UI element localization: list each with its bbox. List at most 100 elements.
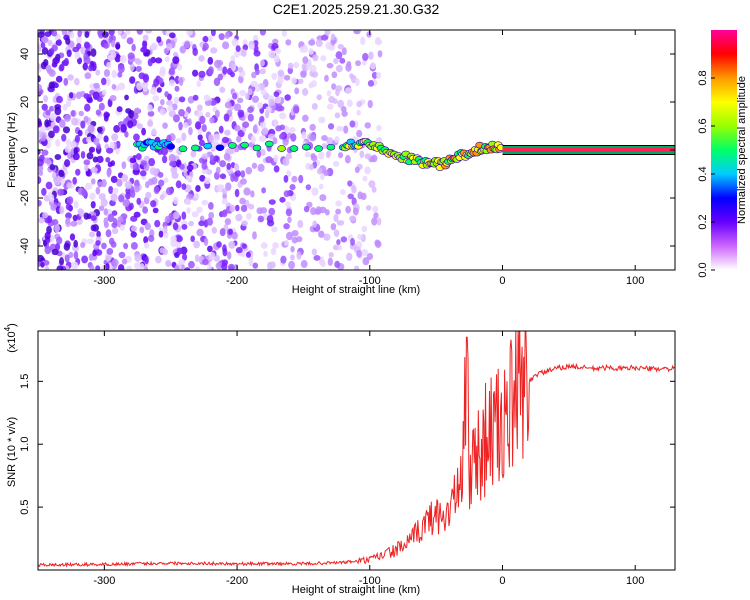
spectrogram-cell	[45, 109, 51, 116]
spectrogram-cell	[284, 94, 291, 101]
spectrogram-cell	[268, 49, 276, 59]
spectrogram-cell	[173, 96, 180, 104]
spectrogram-cell	[326, 62, 334, 69]
spectrogram-cell	[373, 212, 379, 219]
spectrogram-cell	[252, 124, 258, 134]
spectrogram-cell	[172, 196, 179, 205]
spectrogram-cell	[181, 211, 187, 220]
spectrogram-cell	[368, 180, 376, 188]
spectrogram-cell	[130, 225, 138, 232]
spectrogram-cell	[178, 258, 186, 266]
spectrogram-cell	[47, 39, 53, 46]
spectrogram-cell	[111, 70, 118, 79]
spectrogram-cell	[366, 31, 372, 38]
spectrogram-cell	[305, 162, 311, 170]
spectrogram-cell	[190, 235, 195, 243]
spectrogram-cell	[259, 135, 267, 142]
spectrogram-cell	[52, 56, 60, 65]
spectrogram-cell	[88, 64, 94, 72]
spectrogram-cell	[376, 125, 382, 132]
spectrogram-cell	[77, 208, 84, 214]
spectrogram-cell	[309, 123, 316, 131]
spectrogram-cell	[190, 149, 197, 158]
spectrogram-cell	[186, 207, 191, 214]
spectrogram-cell	[219, 86, 226, 93]
spectrogram-cell	[316, 167, 323, 175]
spectrogram-cell	[111, 227, 119, 235]
spectrogram-cell	[364, 153, 372, 160]
spectrogram-cell	[302, 44, 308, 53]
spectrogram-cell	[108, 30, 115, 36]
spectrogram-cell	[92, 249, 97, 257]
spectrogram-cell	[216, 241, 222, 248]
spectrogram-cell	[107, 213, 115, 223]
spectrogram-cell	[165, 259, 172, 267]
spectrogram-cell	[256, 207, 264, 215]
spectrogram-cell	[147, 234, 155, 242]
spectrogram-cell	[40, 61, 48, 70]
spectrogram-cell	[178, 77, 184, 86]
spectrogram-cell	[176, 247, 184, 255]
spectrogram-cell	[76, 36, 82, 45]
spectrogram-cell	[193, 240, 201, 249]
spectrogram-cell	[153, 185, 160, 195]
spectrogram-cell	[169, 161, 177, 167]
spectrogram-cell	[285, 39, 292, 46]
spectrogram-cell	[54, 106, 62, 116]
spectrogram-cell	[216, 184, 223, 192]
spectrogram-cell	[217, 73, 224, 81]
spectrogram-cell	[129, 157, 137, 164]
spectrogram-cell	[331, 83, 337, 90]
spectrogram-cell	[345, 63, 352, 72]
spectrogram-cell	[245, 212, 252, 220]
spectrogram-cell	[192, 47, 198, 57]
spectrogram-cell	[70, 110, 76, 117]
spectrogram-cell	[279, 124, 286, 131]
spectrogram-cell	[248, 257, 254, 267]
spectrogram-cell	[263, 250, 268, 258]
spectrogram-cell	[145, 30, 153, 34]
spectrogram-cell	[250, 135, 256, 144]
spectrogram-cell	[55, 75, 63, 83]
spectrogram-cell	[47, 215, 53, 224]
spectrogram-cell	[133, 112, 139, 120]
spectrogram-cell	[354, 166, 360, 174]
snr-xtick-label: -300	[93, 575, 115, 587]
spectrogram-cell	[327, 257, 333, 266]
spectrogram-xlabel: Height of straight line (km)	[292, 284, 420, 296]
spectrogram-cell	[183, 267, 191, 270]
spectrogram-cell	[344, 87, 353, 95]
spectrogram-cell	[257, 215, 264, 223]
spectrogram-cell	[289, 184, 296, 191]
spectrogram-cell	[69, 31, 75, 39]
spectrogram-cell	[162, 155, 168, 164]
spectrogram-cell	[247, 106, 254, 113]
spectrogram-cell	[251, 71, 257, 79]
spectrogram-cell	[100, 198, 108, 207]
spectrogram-cell	[101, 31, 109, 38]
spectrogram-cell	[268, 207, 276, 216]
spectrogram-cell	[80, 242, 86, 249]
spectrogram-cell	[83, 52, 89, 61]
spectrogram-cell	[106, 168, 111, 178]
spectrogram-cell	[169, 32, 176, 39]
spectrogram-cell	[324, 74, 329, 82]
spectrogram-cell	[339, 57, 346, 64]
spectrogram-cell	[364, 166, 371, 175]
spectrogram-cell	[156, 87, 162, 93]
spectrogram-cell	[324, 30, 331, 36]
spectrogram-cell	[135, 153, 142, 160]
spectrogram-cell	[88, 231, 96, 238]
spectrogram-cell	[58, 169, 65, 178]
signal-cell	[264, 140, 274, 148]
spectrogram-cell	[207, 35, 213, 42]
spectrogram-cell	[96, 230, 101, 238]
spectrogram-cell	[76, 42, 82, 50]
spectrogram-cell	[285, 208, 293, 217]
spectrogram-cell	[272, 38, 279, 45]
spectrogram-cell	[126, 265, 132, 270]
spectrogram-cell	[374, 239, 381, 247]
spectrogram-cell	[147, 120, 154, 128]
spectrogram-cell	[282, 157, 290, 167]
